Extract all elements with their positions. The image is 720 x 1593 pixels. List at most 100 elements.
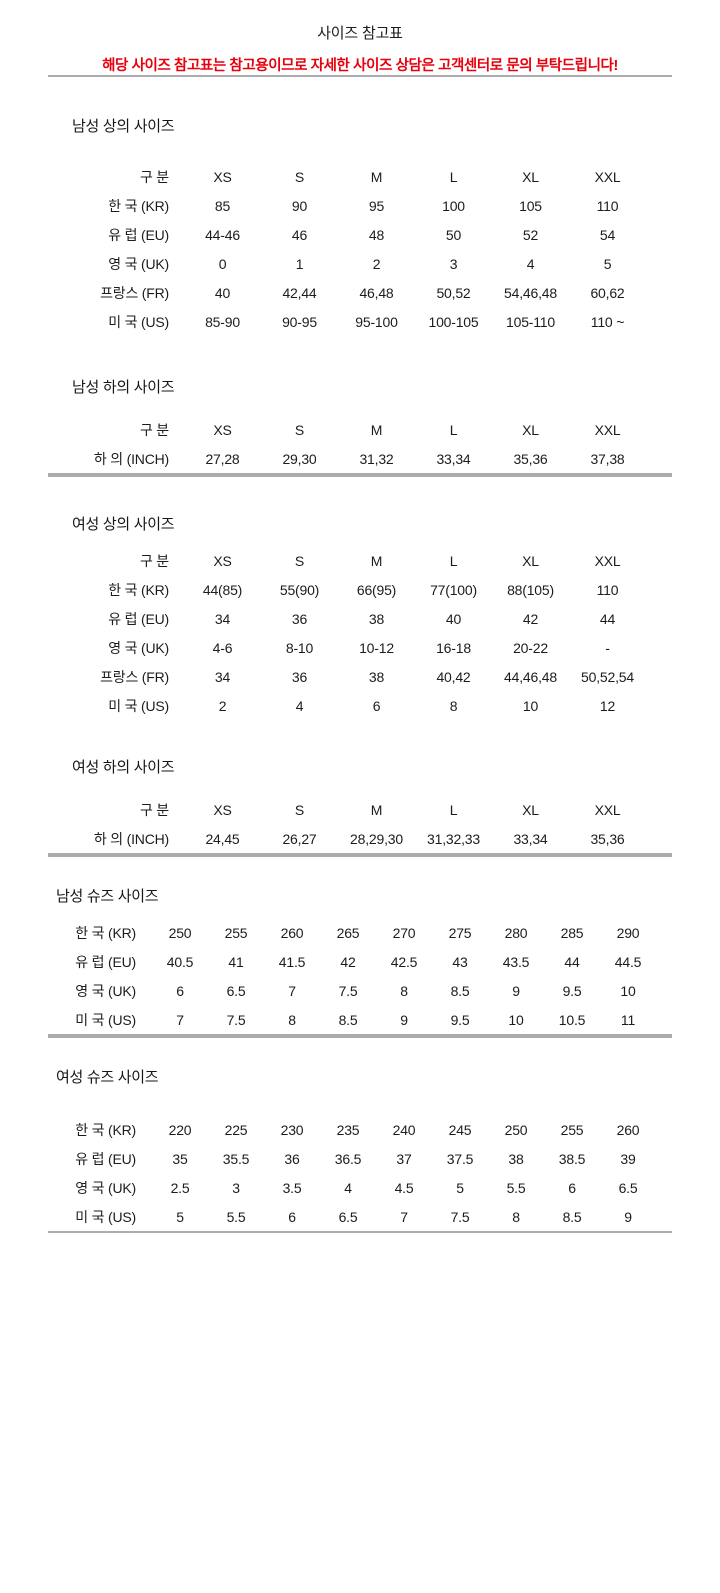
- size-value: 41: [228, 953, 244, 970]
- column-header: L: [449, 552, 458, 569]
- column-header: XL: [522, 421, 539, 438]
- row-label: 유 럽 (EU): [75, 1150, 136, 1167]
- column-header: XXL: [594, 552, 621, 569]
- table-row: 프랑스 (FR) 34 36 38 40,42 44,46,48 50,52,54: [48, 662, 646, 691]
- row-label: 프랑스 (FR): [100, 284, 169, 301]
- size-value: 54,46,48: [504, 284, 557, 301]
- size-value: 105-110: [506, 313, 555, 330]
- size-value: 3: [232, 1179, 240, 1196]
- size-value: 9: [624, 1208, 632, 1225]
- size-value: 7: [288, 982, 296, 999]
- row-label: 한 국 (KR): [75, 1121, 136, 1138]
- size-value: 54: [599, 226, 616, 243]
- size-value: 6.5: [226, 982, 246, 999]
- corner-header: 구 분: [139, 168, 169, 185]
- size-value: 4.5: [394, 1179, 414, 1196]
- size-value: 38: [508, 1150, 524, 1167]
- size-value: 4: [526, 255, 535, 272]
- column-header: M: [370, 421, 383, 438]
- header-row: 구 분 XS S M L XL XXL: [48, 795, 646, 824]
- section-title: 남성 슈즈 사이즈: [56, 888, 159, 905]
- size-value: 4: [344, 1179, 352, 1196]
- size-value: 2: [372, 255, 381, 272]
- section-womens-bottoms: 여성 하의 사이즈 구 분 XS S M L XL XXL 하 의 (INCH) 24,45 26…: [0, 756, 720, 853]
- size-value: 40: [445, 610, 462, 627]
- size-value: 7.5: [338, 982, 358, 999]
- size-value: 36: [291, 668, 308, 685]
- table-row: 영 국 (UK) 4-6 8-10 10-12 16-18 20-22 -: [48, 633, 646, 662]
- section-title: 남성 상의 사이즈: [72, 118, 175, 135]
- page-title: 사이즈 참고표: [317, 25, 403, 42]
- size-value: 36: [284, 1150, 300, 1167]
- row-label: 영 국 (UK): [108, 255, 169, 272]
- size-value: 33,34: [436, 450, 471, 467]
- size-value: 230: [280, 1121, 304, 1138]
- column-header: XXL: [594, 168, 621, 185]
- divider: [48, 1231, 672, 1233]
- size-value: 8.5: [562, 1208, 582, 1225]
- section-mens-bottoms: 남성 하의 사이즈 구 분 XS S M L XL XXL 하 의 (INCH) 27,28 29…: [0, 376, 720, 473]
- size-value: 290: [616, 924, 640, 941]
- row-label: 프랑스 (FR): [100, 668, 169, 685]
- size-value: 28,29,30: [350, 830, 403, 847]
- row-label: 미 국 (US): [108, 313, 169, 330]
- column-header: XL: [522, 168, 539, 185]
- size-value: -: [605, 639, 610, 656]
- section-mens-tops: 남성 상의 사이즈 구 분 XS S M L XL XXL 한 국 (KR) 85 90 95 100…: [0, 115, 720, 336]
- column-header: XS: [213, 168, 232, 185]
- size-value: 100-105: [428, 313, 479, 330]
- size-value: 43: [452, 953, 468, 970]
- size-value: 33,34: [513, 830, 548, 847]
- header-row: 구 분 XS S M L XL XXL: [48, 162, 646, 191]
- size-value: 2.5: [170, 1179, 190, 1196]
- size-value: 39: [620, 1150, 636, 1167]
- column-header: L: [449, 421, 458, 438]
- table-row: 유 럽 (EU) 35 35.5 36 36.5 37 37.5 38 38.5 39: [48, 1144, 656, 1173]
- size-value: 260: [616, 1121, 640, 1138]
- womens-tops-table: 구 분 XS S M L XL XXL 한 국 (KR) 44(85) 55(90) 66(95) 7…: [48, 546, 646, 720]
- size-value: 8.5: [338, 1011, 358, 1028]
- size-value: 6: [372, 697, 381, 714]
- size-value: 27,28: [205, 450, 240, 467]
- table-row: 미 국 (US) 2 4 6 8 10 12: [48, 691, 646, 720]
- size-value: 260: [280, 924, 304, 941]
- row-label: 한 국 (KR): [75, 924, 136, 941]
- size-value: 46: [291, 226, 308, 243]
- size-value: 5: [176, 1208, 184, 1225]
- size-value: 110: [596, 581, 619, 598]
- size-value: 8: [288, 1011, 296, 1028]
- size-value: 7.5: [226, 1011, 246, 1028]
- size-value: 40,42: [436, 668, 471, 685]
- size-value: 52: [522, 226, 539, 243]
- size-value: 9: [512, 982, 520, 999]
- size-value: 10: [620, 982, 636, 999]
- column-header: XL: [522, 801, 539, 818]
- size-value: 40: [214, 284, 231, 301]
- column-header: XS: [213, 552, 232, 569]
- size-value: 42: [340, 953, 356, 970]
- size-value: 31,32,33: [427, 830, 480, 847]
- header-row: 구 분 XS S M L XL XXL: [48, 546, 646, 575]
- size-value: 110: [596, 197, 619, 214]
- row-label: 유 럽 (EU): [108, 610, 169, 627]
- column-header: S: [294, 168, 305, 185]
- row-label: 영 국 (UK): [75, 982, 136, 999]
- size-value: 245: [448, 1121, 472, 1138]
- size-value: 90-95: [282, 313, 317, 330]
- table-row: 미 국 (US) 5 5.5 6 6.5 7 7.5 8 8.5 9: [48, 1202, 656, 1231]
- size-value: 275: [448, 924, 472, 941]
- size-value: 10: [522, 697, 539, 714]
- mens-tops-table: 구 분 XS S M L XL XXL 한 국 (KR) 85 90 95 100 105 110 유 럽 …: [48, 162, 646, 336]
- size-value: 11: [620, 1011, 636, 1028]
- size-value: 36: [291, 610, 308, 627]
- size-value: 38: [368, 610, 385, 627]
- size-value: 8.5: [450, 982, 470, 999]
- size-value: 35.5: [222, 1150, 250, 1167]
- size-value: 240: [392, 1121, 416, 1138]
- size-value: 50: [445, 226, 462, 243]
- size-value: 20-22: [513, 639, 548, 656]
- corner-header: 구 분: [139, 801, 169, 818]
- column-header: S: [294, 552, 305, 569]
- size-value: 44,46,48: [504, 668, 557, 685]
- size-value: 85-90: [205, 313, 240, 330]
